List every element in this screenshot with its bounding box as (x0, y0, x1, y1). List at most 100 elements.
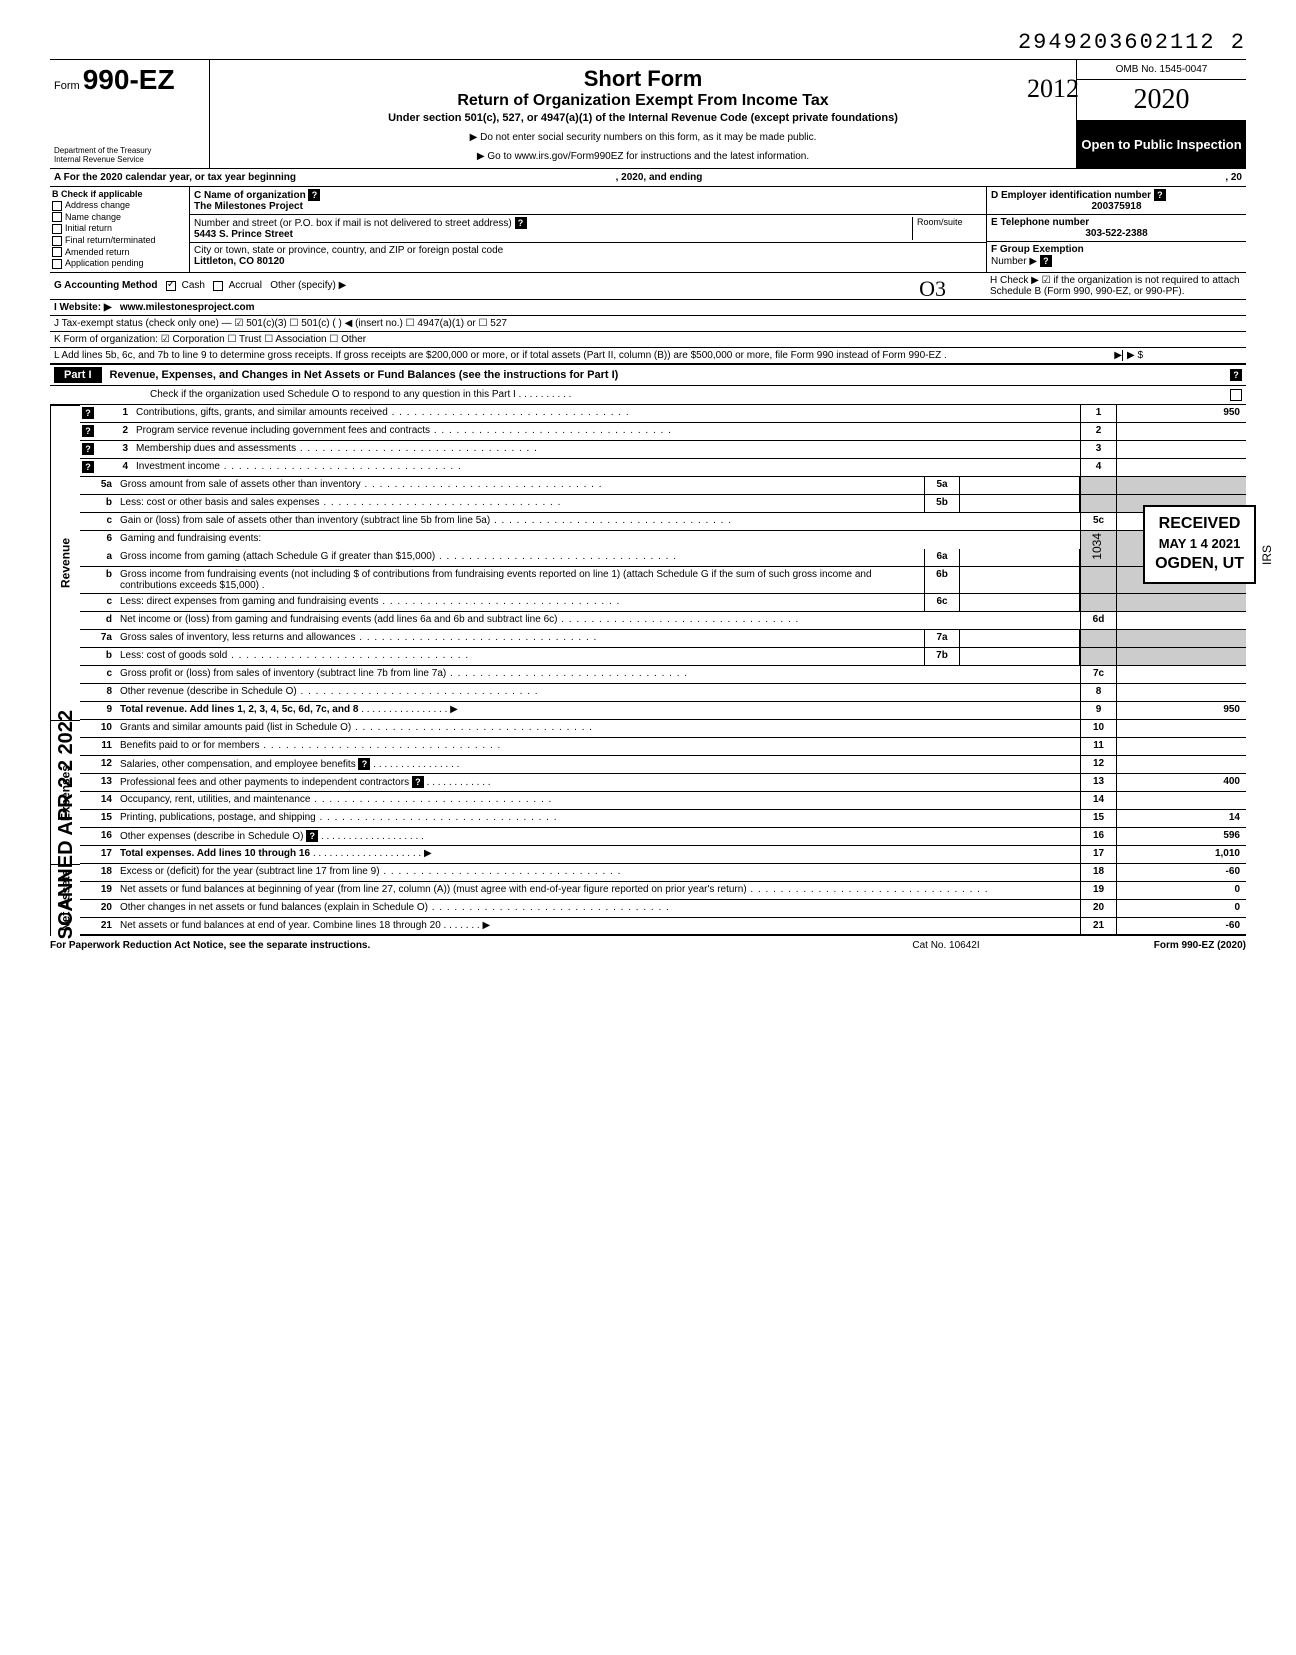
ln6b-num: b (80, 567, 116, 593)
ln6-desc: Gaming and fundraising events: (116, 531, 1080, 549)
cb-final[interactable]: Final return/terminated (52, 235, 187, 246)
header-center: Short Form Return of Organization Exempt… (210, 60, 1076, 168)
ln16-amt: 596 (1116, 828, 1246, 845)
ln19-num: 19 (80, 882, 116, 899)
omb: OMB No. 1545-0047 (1077, 60, 1246, 80)
ln7c-r: 7c (1080, 666, 1116, 683)
ein-label: D Employer identification number (991, 190, 1151, 201)
ln9-desc: Total revenue. Add lines 1, 2, 3, 4, 5c,… (120, 704, 358, 715)
ln16-r: 16 (1080, 828, 1116, 845)
ln5a-sa (960, 477, 1080, 494)
shade (1116, 648, 1246, 665)
ln11-amt (1116, 738, 1246, 755)
dept-line1: Department of the Treasury (54, 146, 205, 155)
ln6-num: 6 (80, 531, 116, 549)
ln5c-r: 5c (1080, 513, 1116, 530)
ln18-amt: -60 (1116, 864, 1246, 881)
cb-amended[interactable]: Amended return (52, 247, 187, 258)
g-label: G Accounting Method (54, 280, 158, 291)
org-name-label: C Name of organization (194, 190, 306, 201)
ln15-r: 15 (1080, 810, 1116, 827)
stamp-irs: IRS (1260, 545, 1274, 565)
ln2-amt (1116, 423, 1246, 440)
footer-right: Form 990-EZ (2020) (1046, 940, 1246, 951)
ln2-num: 2 (96, 423, 132, 440)
scanned-stamp: SCANNED APR 2 2 2022 (55, 710, 78, 939)
ln7c-num: c (80, 666, 116, 683)
netassets-section: Net Assets 18Excess or (deficit) for the… (50, 864, 1246, 936)
ln5a-sn: 5a (924, 477, 960, 494)
shade (1080, 648, 1116, 665)
form-title: Short Form (220, 66, 1066, 92)
shade (1116, 477, 1246, 494)
ln8-r: 8 (1080, 684, 1116, 701)
cb-accrual[interactable] (213, 281, 223, 291)
help-icon: ? (515, 217, 527, 229)
room-label: Room/suite (912, 217, 982, 240)
ln7b-sa (960, 648, 1080, 665)
row-l-amount: ▶ $ (1122, 350, 1242, 361)
ln7a-desc: Gross sales of inventory, less returns a… (116, 630, 924, 647)
row-i: I Website: ▶ www.milestonesproject.com O… (50, 300, 1246, 316)
ln20-r: 20 (1080, 900, 1116, 917)
help-icon: ? (82, 461, 94, 473)
part1-check-text: Check if the organization used Schedule … (150, 389, 516, 400)
ln7c-amt (1116, 666, 1246, 683)
col-b-header: B Check if applicable (52, 189, 187, 199)
help-icon: ? (82, 407, 94, 419)
col-mid: C Name of organization ? The Milestones … (190, 187, 986, 272)
ln13-r: 13 (1080, 774, 1116, 791)
ln6d-r: 6d (1080, 612, 1116, 629)
form-sub2: Under section 501(c), 527, or 4947(a)(1)… (220, 112, 1066, 124)
website-value: www.milestonesproject.com (120, 302, 255, 313)
row-l-text: L Add lines 5b, 6c, and 7b to line 9 to … (54, 350, 1092, 361)
ln19-amt: 0 (1116, 882, 1246, 899)
ln11-num: 11 (80, 738, 116, 755)
ln14-amt (1116, 792, 1246, 809)
ln6a-sa (960, 549, 1080, 566)
ln21-desc: Net assets or fund balances at end of ye… (120, 920, 441, 931)
form-subtitle: Return of Organization Exempt From Incom… (220, 92, 1066, 110)
row-a-left: A For the 2020 calendar year, or tax yea… (54, 172, 296, 183)
row-k: K Form of organization: ☑ Corporation ☐ … (50, 332, 1246, 348)
ln19-desc: Net assets or fund balances at beginning… (116, 882, 1080, 899)
ln1-amt: 950 (1116, 405, 1246, 422)
h-check: H Check ▶ ☑ if the organization is not r… (982, 275, 1242, 297)
ln3-amt (1116, 441, 1246, 458)
col-right: D Employer identification number ? 20037… (986, 187, 1246, 272)
cb-address[interactable]: Address change (52, 200, 187, 211)
ln3-desc: Membership dues and assessments (132, 441, 1080, 458)
ln6c-desc: Less: direct expenses from gaming and fu… (116, 594, 924, 611)
ln15-desc: Printing, publications, postage, and shi… (116, 810, 1080, 827)
tel-value: 303-522-2388 (991, 228, 1242, 239)
ln18-desc: Excess or (deficit) for the year (subtra… (116, 864, 1080, 881)
part1-title: Revenue, Expenses, and Changes in Net As… (102, 369, 1230, 381)
ln2-desc: Program service revenue including govern… (132, 423, 1080, 440)
cb-name[interactable]: Name change (52, 212, 187, 223)
cb-cash[interactable] (166, 281, 176, 291)
ln6d-desc: Net income or (loss) from gaming and fun… (116, 612, 1080, 629)
ln6a-num: a (80, 549, 116, 566)
city-label: City or town, state or province, country… (194, 245, 503, 256)
cb-pending[interactable]: Application pending (52, 258, 187, 269)
addr-label: Number and street (or P.O. box if mail i… (194, 218, 512, 229)
dept-line2: Internal Revenue Service (54, 155, 205, 164)
ln7a-sa (960, 630, 1080, 647)
part1-checkbox[interactable] (1230, 389, 1242, 401)
help-icon: ? (358, 758, 370, 770)
ln5b-sn: 5b (924, 495, 960, 512)
cb-initial[interactable]: Initial return (52, 223, 187, 234)
part1-label: Part I (54, 367, 102, 383)
ln7b-desc: Less: cost of goods sold (116, 648, 924, 665)
row-a-end: , 20 (1022, 172, 1242, 183)
ln1-num: 1 (96, 405, 132, 422)
shade (1080, 630, 1116, 647)
shade (1080, 594, 1116, 611)
ln9-num: 9 (80, 702, 116, 719)
help-icon: ? (306, 830, 318, 842)
shade (1116, 594, 1246, 611)
ln11-r: 11 (1080, 738, 1116, 755)
ln20-num: 20 (80, 900, 116, 917)
row-g: G Accounting Method Cash Accrual Other (… (50, 273, 1246, 300)
ln21-amt: -60 (1116, 918, 1246, 934)
